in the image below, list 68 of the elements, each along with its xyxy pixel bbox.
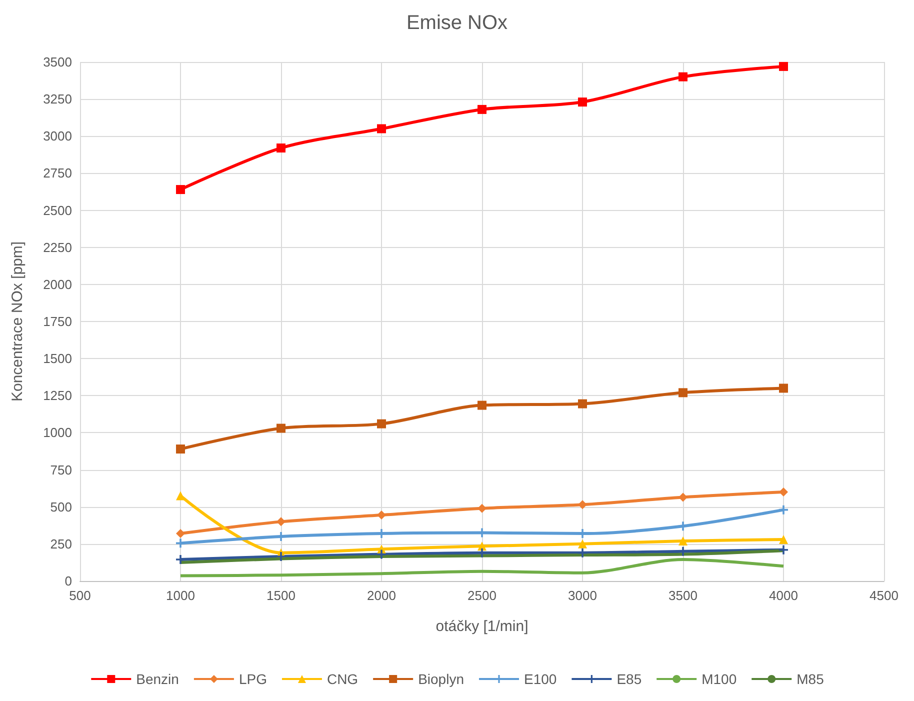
- point: [779, 488, 788, 497]
- y-tick-label: 1750: [43, 314, 72, 329]
- y-axis-title: Koncentrace NOx [ppm]: [9, 241, 26, 402]
- point: [276, 424, 286, 433]
- legend-label: LPG: [238, 671, 267, 687]
- y-tick-label: 1500: [43, 351, 72, 366]
- point: [377, 510, 386, 520]
- y-tick-label: 2000: [43, 276, 72, 292]
- point: [779, 505, 788, 514]
- point: [779, 384, 788, 393]
- x-tick-label: 500: [69, 588, 91, 603]
- point: [478, 504, 486, 513]
- y-tick-label: 3500: [43, 54, 72, 70]
- point: [176, 529, 185, 538]
- legend-label: M100: [702, 671, 737, 687]
- x-tick-label: 4500: [870, 588, 898, 603]
- point: [377, 419, 386, 428]
- point: [276, 552, 286, 562]
- y-tick-label: 0: [64, 574, 72, 588]
- y-tick-label: 1000: [43, 425, 72, 440]
- point: [779, 534, 788, 544]
- y-tick-label: 750: [50, 462, 72, 478]
- point: [478, 542, 486, 551]
- point: [176, 444, 185, 454]
- x-axis-title: otáčky [1/min]: [436, 618, 528, 635]
- legend-label: Bioplyn: [418, 671, 464, 687]
- point: [478, 400, 486, 410]
- y-tick-label: 250: [50, 536, 72, 552]
- y-tick-label: 1250: [43, 388, 72, 404]
- y-tick-label: 2250: [43, 240, 72, 255]
- point: [779, 545, 788, 554]
- line-series: [179, 558, 785, 578]
- point: [578, 399, 587, 408]
- point: [678, 492, 688, 502]
- point: [276, 144, 286, 153]
- point: [176, 491, 185, 500]
- x-tick-label: 4000: [769, 588, 798, 603]
- point: [678, 536, 688, 546]
- point: [678, 72, 688, 82]
- y-tick-label: 3000: [43, 128, 72, 144]
- point: [578, 548, 587, 558]
- point: [779, 62, 788, 71]
- y-tick-label: 2500: [43, 202, 72, 218]
- y-tick-label: 3250: [43, 92, 72, 107]
- x-tick-label: 3500: [668, 588, 698, 603]
- legend-label: Benzin: [136, 671, 179, 687]
- x-tick-label: 3000: [568, 588, 597, 603]
- point: [578, 539, 587, 548]
- chart-title: Emise NOx: [406, 12, 508, 34]
- point: [276, 517, 286, 526]
- point: [176, 538, 185, 548]
- point: [377, 550, 386, 559]
- legend-label: E100: [524, 671, 557, 687]
- x-tick-label: 2000: [367, 588, 396, 603]
- y-tick-label: 500: [50, 499, 72, 514]
- point: [478, 104, 486, 114]
- x-tick-label: 1500: [266, 588, 296, 603]
- legend-label: CNG: [326, 671, 358, 687]
- point: [678, 388, 688, 398]
- point: [176, 185, 185, 194]
- y-tick-label: 2750: [43, 166, 72, 181]
- point: [578, 500, 587, 510]
- x-tick-label: 1000: [166, 588, 195, 603]
- legend-label: E85: [616, 671, 642, 687]
- point: [377, 124, 386, 134]
- legend-label: M85: [796, 671, 824, 687]
- x-tick-label: 2500: [468, 588, 496, 603]
- point: [578, 98, 587, 107]
